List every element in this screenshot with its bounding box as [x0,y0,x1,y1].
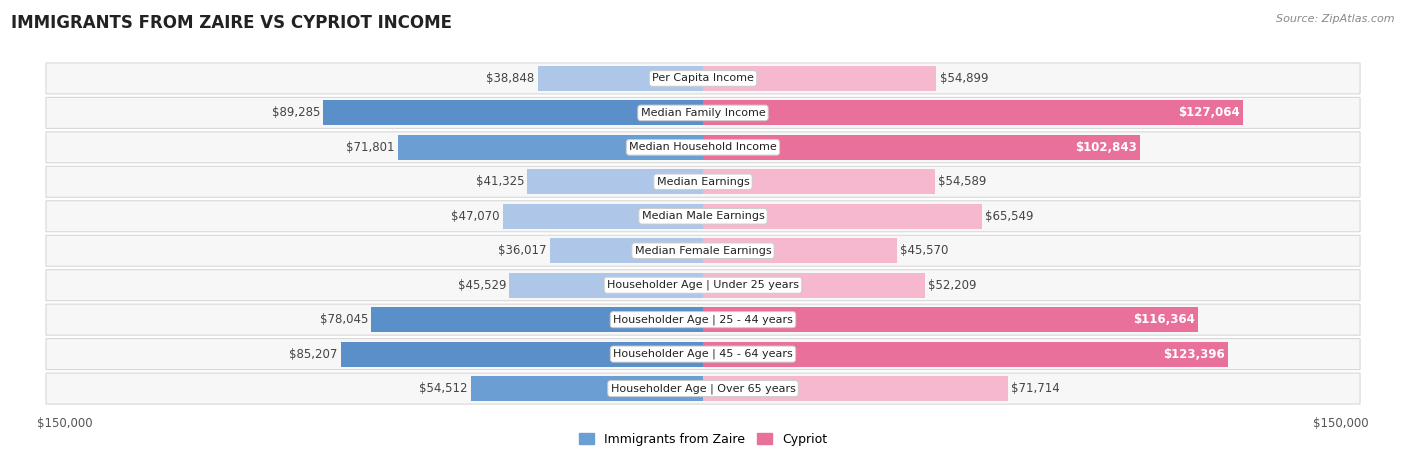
Text: Householder Age | Over 65 years: Householder Age | Over 65 years [610,383,796,394]
Bar [703,135,1140,160]
Bar [398,135,703,160]
Text: $71,801: $71,801 [346,141,395,154]
Bar [703,273,925,297]
Bar [703,170,935,194]
FancyBboxPatch shape [46,166,1360,198]
Bar [537,66,703,91]
Bar [703,307,1198,332]
FancyBboxPatch shape [46,269,1360,301]
Bar [703,204,981,229]
Text: $41,325: $41,325 [475,175,524,188]
Text: Median Female Earnings: Median Female Earnings [634,246,772,256]
FancyBboxPatch shape [46,132,1360,163]
Text: $89,285: $89,285 [271,106,321,120]
Text: Per Capita Income: Per Capita Income [652,73,754,84]
Text: $45,529: $45,529 [458,279,506,292]
Text: $102,843: $102,843 [1076,141,1137,154]
Text: $45,570: $45,570 [900,244,949,257]
Text: $54,899: $54,899 [939,72,988,85]
Text: $54,512: $54,512 [419,382,468,395]
Legend: Immigrants from Zaire, Cypriot: Immigrants from Zaire, Cypriot [574,428,832,451]
Text: IMMIGRANTS FROM ZAIRE VS CYPRIOT INCOME: IMMIGRANTS FROM ZAIRE VS CYPRIOT INCOME [11,14,453,32]
Bar [703,100,1243,125]
Text: $36,017: $36,017 [498,244,547,257]
Text: Median Earnings: Median Earnings [657,177,749,187]
Text: $116,364: $116,364 [1133,313,1195,326]
Bar [703,66,936,91]
FancyBboxPatch shape [46,373,1360,404]
FancyBboxPatch shape [46,235,1360,266]
FancyBboxPatch shape [46,98,1360,128]
Text: $71,714: $71,714 [1011,382,1060,395]
Bar [371,307,703,332]
FancyBboxPatch shape [46,201,1360,232]
Bar [509,273,703,297]
Bar [503,204,703,229]
Text: Median Family Income: Median Family Income [641,108,765,118]
FancyBboxPatch shape [46,63,1360,94]
Text: $54,589: $54,589 [938,175,987,188]
Bar [471,376,703,401]
Text: $52,209: $52,209 [928,279,977,292]
Text: $38,848: $38,848 [486,72,534,85]
Text: Householder Age | 45 - 64 years: Householder Age | 45 - 64 years [613,349,793,359]
Bar [703,238,897,263]
Text: $47,070: $47,070 [451,210,499,223]
Text: $65,549: $65,549 [986,210,1033,223]
Bar [550,238,703,263]
Bar [323,100,703,125]
Text: Median Male Earnings: Median Male Earnings [641,211,765,221]
FancyBboxPatch shape [46,304,1360,335]
Text: Householder Age | Under 25 years: Householder Age | Under 25 years [607,280,799,290]
Text: Median Household Income: Median Household Income [628,142,778,152]
Text: $78,045: $78,045 [319,313,368,326]
Text: $127,064: $127,064 [1178,106,1240,120]
Text: $123,396: $123,396 [1163,347,1225,361]
FancyBboxPatch shape [46,339,1360,369]
Text: Householder Age | 25 - 44 years: Householder Age | 25 - 44 years [613,314,793,325]
Bar [703,376,1008,401]
Bar [340,342,703,367]
Bar [527,170,703,194]
Text: $85,207: $85,207 [290,347,337,361]
Text: Source: ZipAtlas.com: Source: ZipAtlas.com [1277,14,1395,24]
Bar [703,342,1227,367]
